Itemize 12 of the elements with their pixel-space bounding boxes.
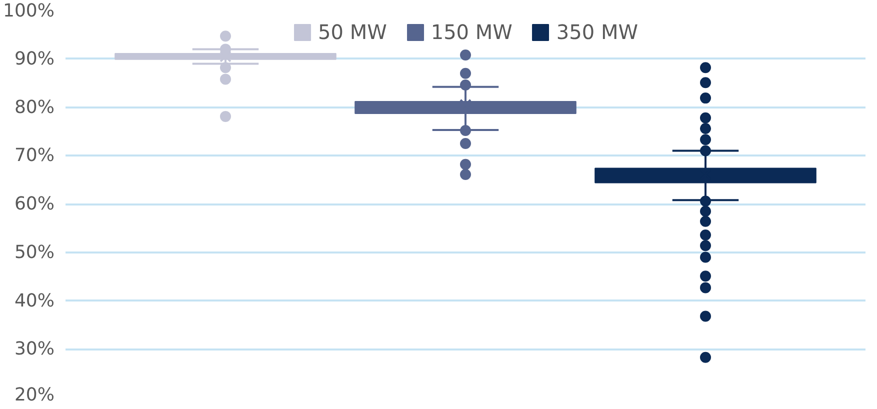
- y-tick-label: 60%: [14, 194, 55, 214]
- y-tick-label: 50%: [14, 242, 55, 263]
- y-tick-label: 100%: [3, 0, 55, 22]
- legend-label: 150 MW: [430, 20, 512, 44]
- y-tick-label: 90%: [14, 48, 55, 70]
- y-tick-label: 70%: [14, 145, 55, 166]
- y-tick-label: 30%: [14, 338, 55, 360]
- y-tick-label: 80%: [14, 96, 55, 118]
- legend-label: 350 MW: [556, 20, 638, 44]
- legend-label: 50 MW: [318, 20, 387, 44]
- y-tick-label: 40%: [14, 290, 55, 312]
- y-tick-label: 20%: [14, 384, 55, 406]
